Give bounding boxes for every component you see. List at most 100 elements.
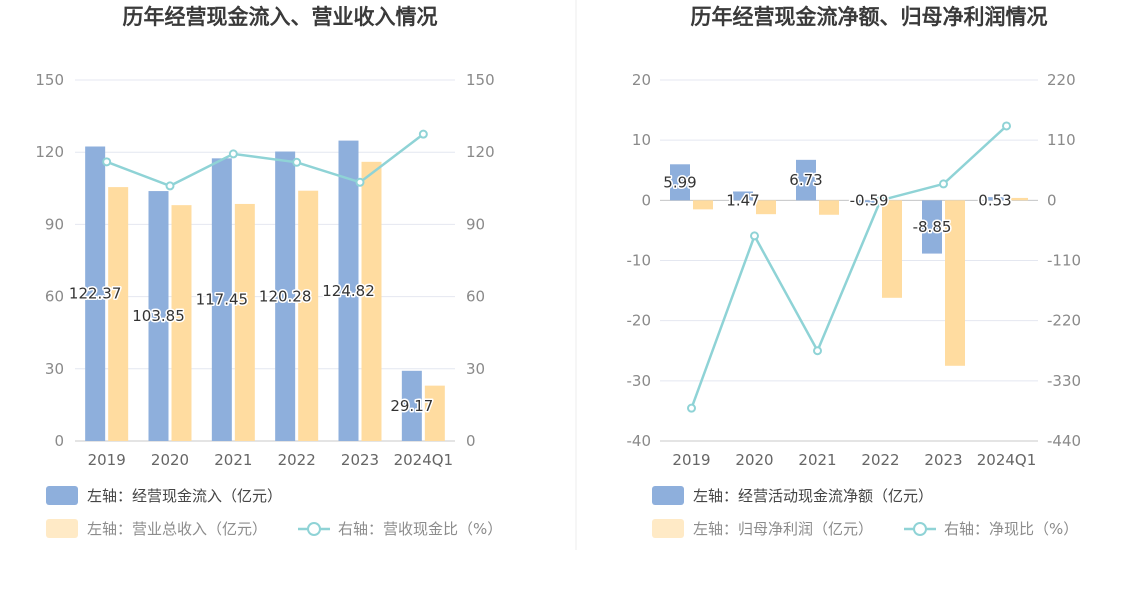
x-tick-label: 2022 bbox=[861, 451, 899, 469]
y-right-tick-label: 60 bbox=[466, 288, 485, 306]
data-label: 5.99 bbox=[663, 173, 696, 191]
bar-secondary bbox=[882, 200, 902, 298]
y-right-tick-label: -110 bbox=[1047, 252, 1081, 270]
bar-secondary bbox=[298, 190, 319, 441]
y-right-tick-label: -330 bbox=[1047, 372, 1081, 390]
y-left-tick-label: 20 bbox=[632, 71, 651, 89]
data-label: 103.85 bbox=[132, 307, 185, 325]
bar-secondary bbox=[171, 205, 192, 441]
line-point bbox=[1002, 121, 1011, 131]
y-right-tick-label: 120 bbox=[466, 143, 495, 161]
y-right-tick-label: 220 bbox=[1047, 71, 1076, 89]
x-tick-label: 2020 bbox=[151, 451, 189, 469]
bar-primary bbox=[859, 200, 879, 204]
data-label: 6.73 bbox=[789, 171, 822, 189]
legend-entry[interactable]: 左轴：经营活动现金流净额（亿元） bbox=[693, 487, 933, 505]
line-point bbox=[750, 231, 759, 241]
data-label: 29.17 bbox=[390, 397, 433, 415]
bar-secondary bbox=[1008, 197, 1028, 201]
bar-secondary bbox=[756, 200, 776, 215]
line-point bbox=[355, 177, 365, 187]
y-right-tick-label: 110 bbox=[1047, 131, 1076, 149]
y-right-tick-label: 0 bbox=[466, 432, 476, 450]
x-tick-label: 2023 bbox=[924, 451, 962, 469]
line-series bbox=[106, 133, 425, 188]
legend-entry[interactable]: 左轴：经营现金流入（亿元） bbox=[87, 487, 282, 505]
y-right-tick-label: 90 bbox=[466, 215, 485, 233]
y-left-tick-label: 60 bbox=[45, 288, 64, 306]
legend-line-marker bbox=[307, 522, 321, 536]
bar-secondary bbox=[361, 161, 382, 441]
legend-swatch bbox=[652, 486, 684, 505]
y-right-tick-label: 0 bbox=[1047, 191, 1057, 209]
line-point bbox=[292, 157, 302, 167]
bar-primary bbox=[985, 197, 1005, 201]
data-label: 122.37 bbox=[69, 285, 122, 303]
bar-primary bbox=[796, 159, 816, 201]
y-left-tick-label: 0 bbox=[54, 432, 64, 450]
y-left-tick-label: -30 bbox=[627, 372, 652, 390]
y-right-tick-label: 150 bbox=[466, 71, 495, 89]
bar-secondary bbox=[108, 187, 129, 441]
bar-primary bbox=[670, 164, 690, 201]
y-right-tick-label: -220 bbox=[1047, 312, 1081, 330]
data-label: 0.53 bbox=[978, 191, 1011, 209]
legend-swatch bbox=[46, 486, 78, 505]
line-point bbox=[102, 157, 112, 167]
data-label: -8.85 bbox=[913, 218, 952, 236]
x-tick-label: 2019 bbox=[88, 451, 126, 469]
chart-right-panel: 历年经营现金流净额、归母净利润情况 -40 -30 -20 -10 0 10 20 -440 -3… bbox=[627, 5, 1081, 538]
x-tick-label: 2021 bbox=[798, 451, 836, 469]
x-tick-label: 2024Q1 bbox=[977, 451, 1037, 469]
x-tick-label: 2020 bbox=[735, 451, 773, 469]
line-point bbox=[165, 181, 175, 191]
bar-secondary bbox=[424, 385, 445, 441]
data-label: 124.82 bbox=[322, 282, 375, 300]
data-label: -0.59 bbox=[850, 191, 889, 209]
y-left-tick-label: -40 bbox=[627, 432, 652, 450]
bar-secondary bbox=[234, 203, 255, 441]
legend-swatch bbox=[652, 519, 684, 538]
bar-primary bbox=[401, 370, 422, 441]
x-tick-label: 2021 bbox=[214, 451, 252, 469]
bar-secondary bbox=[693, 200, 713, 210]
bar-primary bbox=[275, 151, 296, 442]
y-left-tick-label: -20 bbox=[627, 312, 652, 330]
y-right-tick-label: -440 bbox=[1047, 432, 1081, 450]
chart-left-panel: 历年经营现金流入、营业收入情况 0 30 60 90 120 150 0 30 60 90 120 15… bbox=[35, 5, 502, 538]
legend-line-marker bbox=[913, 522, 927, 536]
data-label: 117.45 bbox=[196, 291, 249, 309]
line-series bbox=[690, 125, 1008, 409]
legend-entry[interactable]: 右轴：净现比（%） bbox=[944, 520, 1078, 538]
line-point bbox=[876, 195, 885, 205]
legend-entry[interactable]: 右轴：营收现金比（%） bbox=[338, 520, 502, 538]
legend-entry[interactable]: 左轴：营业总收入（亿元） bbox=[87, 520, 267, 538]
x-tick-label: 2019 bbox=[672, 451, 710, 469]
x-tick-label: 2024Q1 bbox=[394, 451, 454, 469]
bar-primary bbox=[733, 191, 753, 201]
bar-primary bbox=[148, 191, 169, 441]
y-left-tick-label: -10 bbox=[627, 252, 652, 270]
bar-primary bbox=[922, 200, 942, 254]
bar-primary bbox=[338, 140, 359, 442]
bar-primary bbox=[85, 146, 106, 441]
data-label: 1.47 bbox=[726, 191, 759, 209]
chart-title: 历年经营现金流入、营业收入情况 bbox=[123, 5, 438, 29]
legend-entry[interactable]: 左轴：归母净利润（亿元） bbox=[693, 520, 873, 538]
bar-primary bbox=[211, 158, 232, 441]
legend-swatch bbox=[46, 519, 78, 538]
x-tick-label: 2022 bbox=[278, 451, 316, 469]
y-left-tick-label: 120 bbox=[35, 143, 64, 161]
line-point bbox=[939, 179, 948, 189]
line-point bbox=[687, 403, 696, 413]
y-right-tick-label: 30 bbox=[466, 360, 485, 378]
line-point bbox=[418, 129, 428, 139]
y-left-tick-label: 90 bbox=[45, 215, 64, 233]
bar-secondary bbox=[819, 200, 839, 215]
y-left-tick-label: 10 bbox=[632, 131, 651, 149]
bar-secondary bbox=[945, 200, 965, 366]
line-point bbox=[228, 149, 238, 159]
x-tick-label: 2023 bbox=[341, 451, 379, 469]
